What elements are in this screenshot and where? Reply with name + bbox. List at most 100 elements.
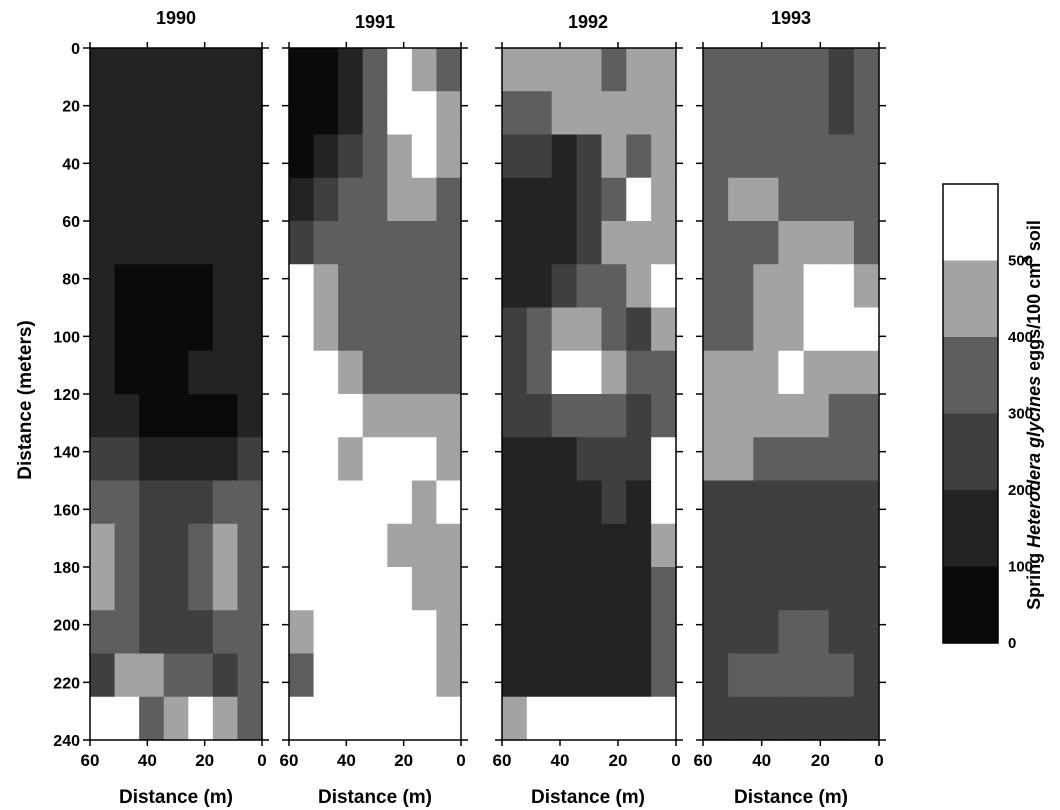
contour-cell [313, 350, 339, 395]
contour-cell [163, 480, 189, 525]
contour-cell [551, 437, 578, 482]
contour-cell [436, 221, 462, 265]
contour-cell [778, 567, 805, 611]
contour-cell [526, 307, 553, 352]
contour-cell [188, 134, 214, 179]
y-axis-label: Distance (meters) [15, 320, 36, 479]
contour-cell [90, 567, 116, 611]
contour-cell [237, 567, 263, 611]
contour-cell [289, 523, 315, 568]
contour-cell [237, 523, 263, 568]
contour-cell [778, 307, 805, 352]
y-tick-label: 100 [53, 329, 80, 346]
contour-cell [139, 177, 165, 222]
contour-cell [163, 264, 189, 309]
contour-cell [139, 567, 165, 611]
contour-cell [163, 350, 189, 395]
contour-cell [828, 480, 855, 525]
contour-cell [803, 696, 830, 741]
contour-cell [576, 523, 603, 568]
contour-cell [753, 134, 780, 179]
contour-cell [601, 264, 627, 309]
contour-cell [828, 437, 855, 482]
contour-cell [90, 523, 116, 568]
colorbar-tick-label: 500 [1008, 253, 1033, 270]
contour-cell [387, 91, 413, 136]
y-tick-label: 240 [53, 733, 80, 750]
contour-cell [778, 653, 805, 698]
colorbar-tick-label: 100 [1008, 559, 1033, 576]
colorbar-swatch [943, 260, 998, 337]
contour-cell [651, 177, 677, 222]
contour-cell [703, 307, 729, 352]
contour-cell [551, 567, 578, 611]
contour-cell [362, 91, 388, 136]
contour-cell [313, 523, 339, 568]
contour-cell [188, 653, 214, 698]
contour-cell [703, 91, 729, 136]
contour-cell [90, 48, 116, 92]
contour-cell [651, 91, 677, 136]
contour-cell [163, 567, 189, 611]
x-tick-label: 0 [874, 751, 883, 770]
contour-cell [90, 177, 116, 222]
contour-cell [411, 523, 438, 568]
contour-cell [188, 696, 214, 741]
contour-cell [853, 350, 880, 395]
panel-title-1992: 1992 [568, 12, 608, 32]
contour-cell [362, 480, 388, 525]
contour-cell [436, 523, 462, 568]
contour-cell [436, 696, 462, 741]
contour-cell [313, 134, 339, 179]
contour-cell [338, 437, 364, 482]
contour-cell [803, 91, 830, 136]
contour-cell [753, 437, 780, 482]
contour-cell [853, 480, 880, 525]
contour-cell [163, 610, 189, 655]
contour-cell [139, 134, 165, 179]
contour-cell [90, 696, 116, 741]
contour-cell [387, 567, 413, 611]
contour-cell [212, 394, 239, 438]
contour-cell [90, 264, 116, 309]
contour-cell [139, 307, 165, 352]
contour-cell [114, 264, 140, 309]
contour-cell [728, 221, 754, 265]
contour-cell [289, 653, 315, 698]
contour-cell [626, 264, 652, 309]
contour-cell [90, 221, 116, 265]
contour-cell [188, 264, 214, 309]
contour-cell [188, 394, 214, 438]
contour-cell [753, 307, 780, 352]
contour-cell [387, 350, 413, 395]
contour-cell [139, 91, 165, 136]
contour-cell [526, 91, 553, 136]
x-tick-label: 60 [280, 751, 299, 770]
contour-cell [728, 437, 754, 482]
contour-cell [139, 480, 165, 525]
contour-cell [576, 610, 603, 655]
contour-cell [387, 394, 413, 438]
contour-cell [188, 523, 214, 568]
colorbar: 0 100 200 300 400 500 [942, 183, 1033, 652]
contour-cell [362, 394, 388, 438]
contour-cell [626, 221, 652, 265]
contour-cell [576, 653, 603, 698]
contour-cell [90, 91, 116, 136]
contour-cell [778, 264, 805, 309]
contour-cell [139, 48, 165, 92]
contour-cell [651, 696, 677, 741]
contour-cell [803, 567, 830, 611]
contour-cell [703, 437, 729, 482]
contour-cell [387, 653, 413, 698]
contour-cell [651, 610, 677, 655]
contour-cell [387, 48, 413, 92]
contour-cell [289, 610, 315, 655]
contour-cell [778, 221, 805, 265]
contour-cell [601, 610, 627, 655]
contour-cell [576, 696, 603, 741]
contour-cell [114, 696, 140, 741]
contour-cell [338, 221, 364, 265]
contour-cell [551, 91, 578, 136]
contour-cell [114, 177, 140, 222]
